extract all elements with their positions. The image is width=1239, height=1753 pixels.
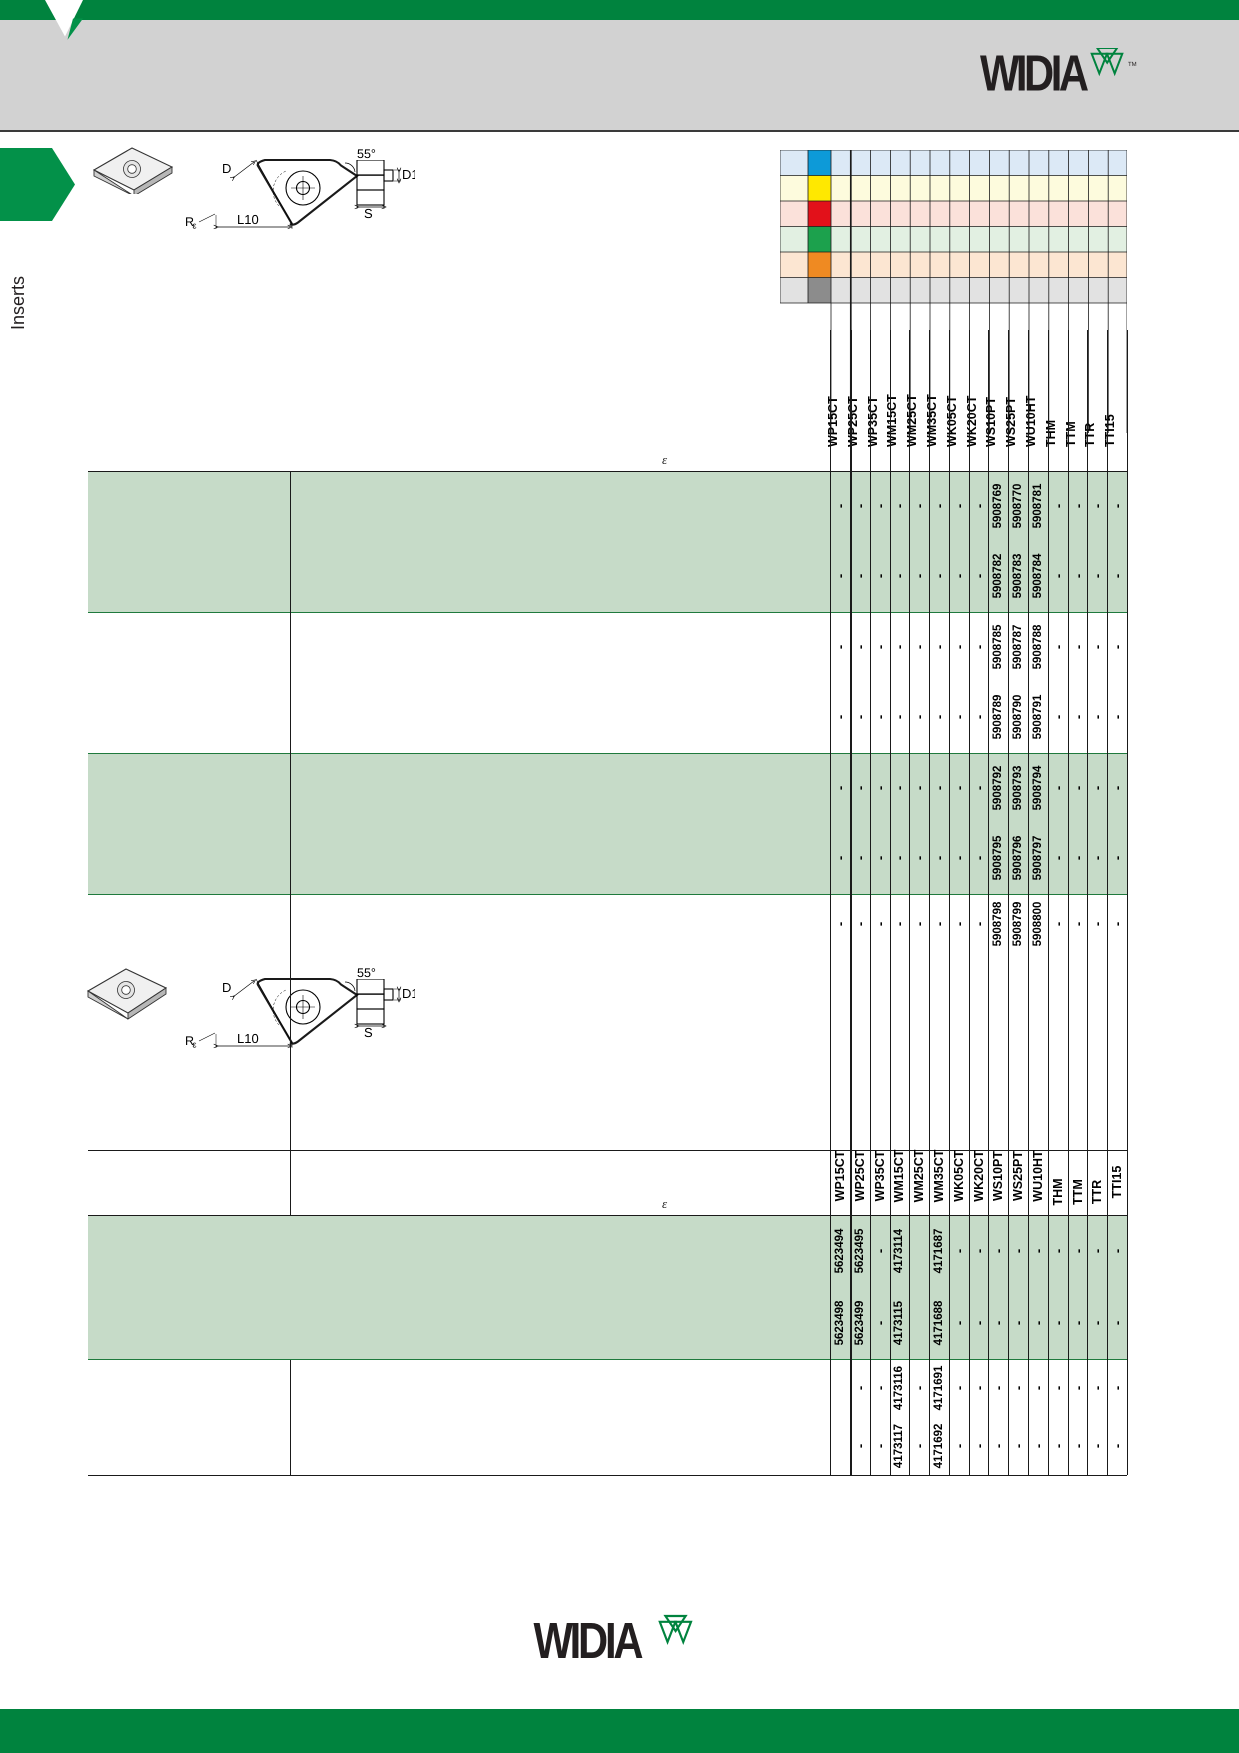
svg-text:55°: 55°	[357, 147, 376, 161]
svg-text:ε: ε	[193, 221, 197, 231]
svg-text:TM: TM	[1128, 61, 1137, 68]
svg-text:WIDIA: WIDIA	[980, 48, 1088, 102]
svg-text:55°: 55°	[357, 966, 376, 980]
svg-text:L10: L10	[237, 1031, 259, 1046]
svg-text:D1: D1	[402, 986, 415, 1001]
svg-text:S: S	[364, 206, 373, 221]
svg-text:D: D	[222, 980, 231, 995]
svg-text:S: S	[364, 1025, 373, 1040]
svg-text:D: D	[222, 161, 231, 176]
svg-text:ε: ε	[193, 1040, 197, 1050]
svg-text:WIDIA: WIDIA	[533, 1613, 642, 1669]
svg-text:D1: D1	[402, 167, 415, 182]
svg-text:L10: L10	[237, 212, 259, 227]
